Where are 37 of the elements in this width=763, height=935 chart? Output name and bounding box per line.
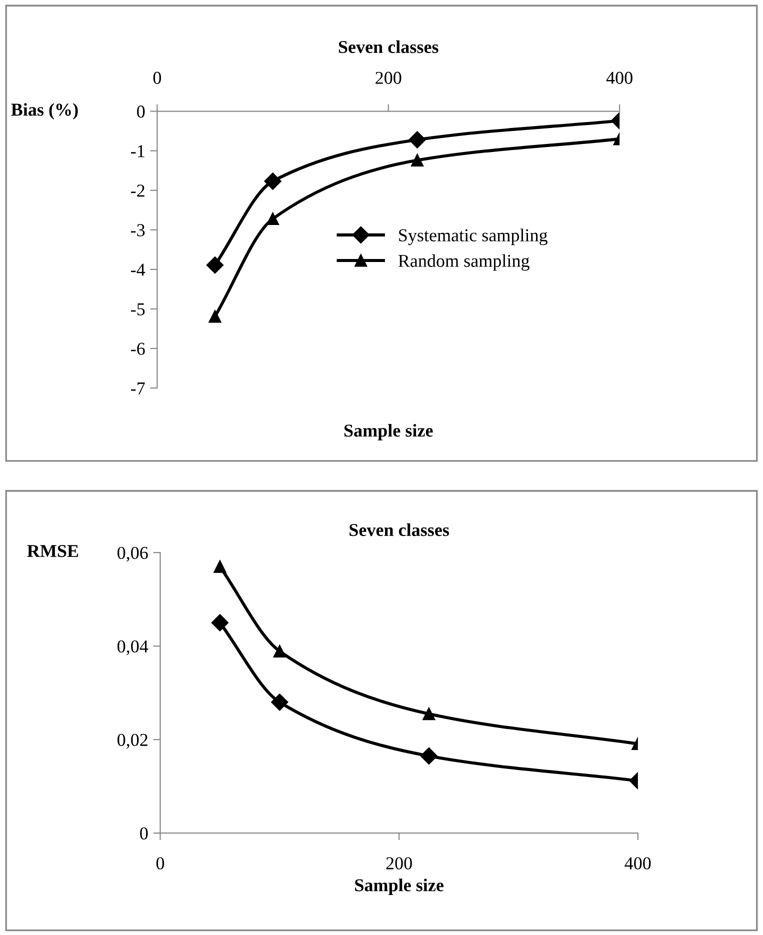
x-tick-label: 200 xyxy=(376,72,402,84)
point xyxy=(422,708,436,720)
y-tick-label: -6 xyxy=(131,342,145,355)
x-tick-label: 400 xyxy=(624,857,651,870)
y-tick-label: 0 xyxy=(140,827,148,840)
y-tick-label: 0,02 xyxy=(118,734,148,749)
y-tick-label: 0,06 xyxy=(118,546,148,562)
y-axis-title: Bias (%) xyxy=(11,103,78,120)
point xyxy=(271,694,288,711)
point xyxy=(206,256,224,274)
y-tick-label: -2 xyxy=(131,184,144,197)
x-axis-title: Sample size xyxy=(355,878,444,895)
point xyxy=(273,644,286,658)
x-tick-label: 200 xyxy=(386,857,412,870)
y-axis-title: RMSE xyxy=(27,544,78,558)
y-tick-label: -5 xyxy=(131,303,145,316)
y-tick-label: -4 xyxy=(131,264,146,276)
x-tick-label: 0 xyxy=(156,857,164,870)
point xyxy=(266,212,280,226)
y-tick-label: -3 xyxy=(131,224,145,236)
point xyxy=(264,172,282,190)
point xyxy=(214,560,226,573)
point xyxy=(408,131,426,148)
point xyxy=(420,747,438,764)
point xyxy=(208,310,222,323)
x-axis-title: Sample size xyxy=(344,424,433,440)
y-tick-label: 0,04 xyxy=(118,640,148,656)
x-tick-label: 400 xyxy=(606,72,632,84)
legend-label: Random sampling xyxy=(398,254,530,271)
chart-title: Seven classes xyxy=(338,40,438,54)
y-tick-label: 0 xyxy=(137,106,145,118)
x-tick-label: 0 xyxy=(153,72,162,84)
y-tick-label: -7 xyxy=(131,382,145,394)
legend-label: Systematic sampling xyxy=(399,228,548,246)
point xyxy=(211,614,228,632)
chart-title: Seven classes xyxy=(350,523,450,536)
y-tick-label: -1 xyxy=(131,145,144,158)
